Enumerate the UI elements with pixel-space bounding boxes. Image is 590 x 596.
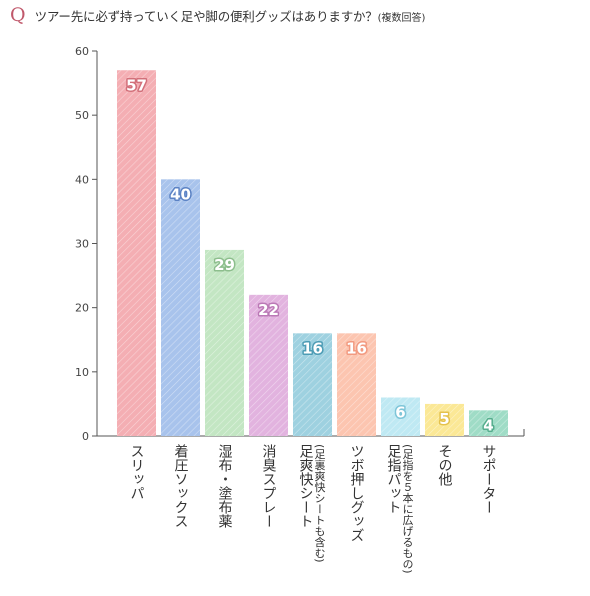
category-label: (足指を５本に広げるもの)	[401, 444, 414, 574]
question-mark-label: Q	[10, 4, 26, 26]
bar-hatch	[205, 249, 244, 436]
y-tick-label: 20	[75, 302, 89, 315]
bar-hatch	[425, 403, 464, 436]
category-label: スリッパ	[129, 444, 145, 500]
bar-hatch	[117, 70, 156, 436]
question-text: ツアー先に必ず持っていく足や脚の便利グッズはありますか？	[34, 9, 378, 24]
category-label: サポーター	[481, 444, 497, 514]
bar-hatch	[161, 179, 200, 437]
category-label: 消臭スプレー	[261, 444, 277, 528]
bar-hatch	[293, 333, 332, 436]
chart-category-labels: スリッパ 着圧ソックス 湿布・塗布薬 消臭スプレー (足裏爽快シートも含む)足爽快シート…	[129, 444, 497, 574]
category-label: (足裏爽快シートも含む)	[313, 444, 326, 563]
category-label: 足指パット	[386, 444, 402, 514]
bar-hatch	[381, 397, 420, 436]
bar-value-label: 4	[483, 416, 493, 434]
bar-value-label: 57	[126, 76, 147, 94]
bar-hatch	[469, 410, 508, 436]
question-header: Q ツアー先に必ず持っていく足や脚の便利グッズはありますか？ (複数回答)	[10, 5, 425, 25]
category-label: 湿布・塗布薬	[217, 444, 233, 528]
bar-value-label: 5	[439, 410, 449, 428]
question-note: (複数回答)	[377, 13, 426, 24]
bar-value-label: 6	[395, 404, 405, 422]
bar-value-label: 40	[170, 185, 191, 203]
y-tick-label: 40	[75, 173, 89, 186]
y-tick-label: 0	[82, 430, 89, 443]
bar-value-label: 16	[302, 339, 323, 357]
bar-value-label: 22	[258, 301, 279, 319]
bar-hatch	[249, 294, 288, 436]
bar-value-label: 29	[214, 256, 235, 274]
category-label: 着圧ソックス	[173, 444, 189, 528]
chart-bars: 57 40 29 22 16 16 6 5 4	[117, 70, 508, 437]
y-tick-label: 30	[75, 238, 89, 251]
y-tick-label: 60	[75, 45, 89, 58]
bar-hatch	[337, 333, 376, 436]
y-tick-label: 50	[75, 109, 89, 122]
category-label: 足爽快シート	[298, 444, 314, 528]
bar-value-label: 16	[346, 339, 367, 357]
category-label: その他	[437, 444, 453, 487]
category-label: ツボ押しグッズ	[349, 444, 365, 542]
y-tick-label: 10	[75, 366, 89, 379]
